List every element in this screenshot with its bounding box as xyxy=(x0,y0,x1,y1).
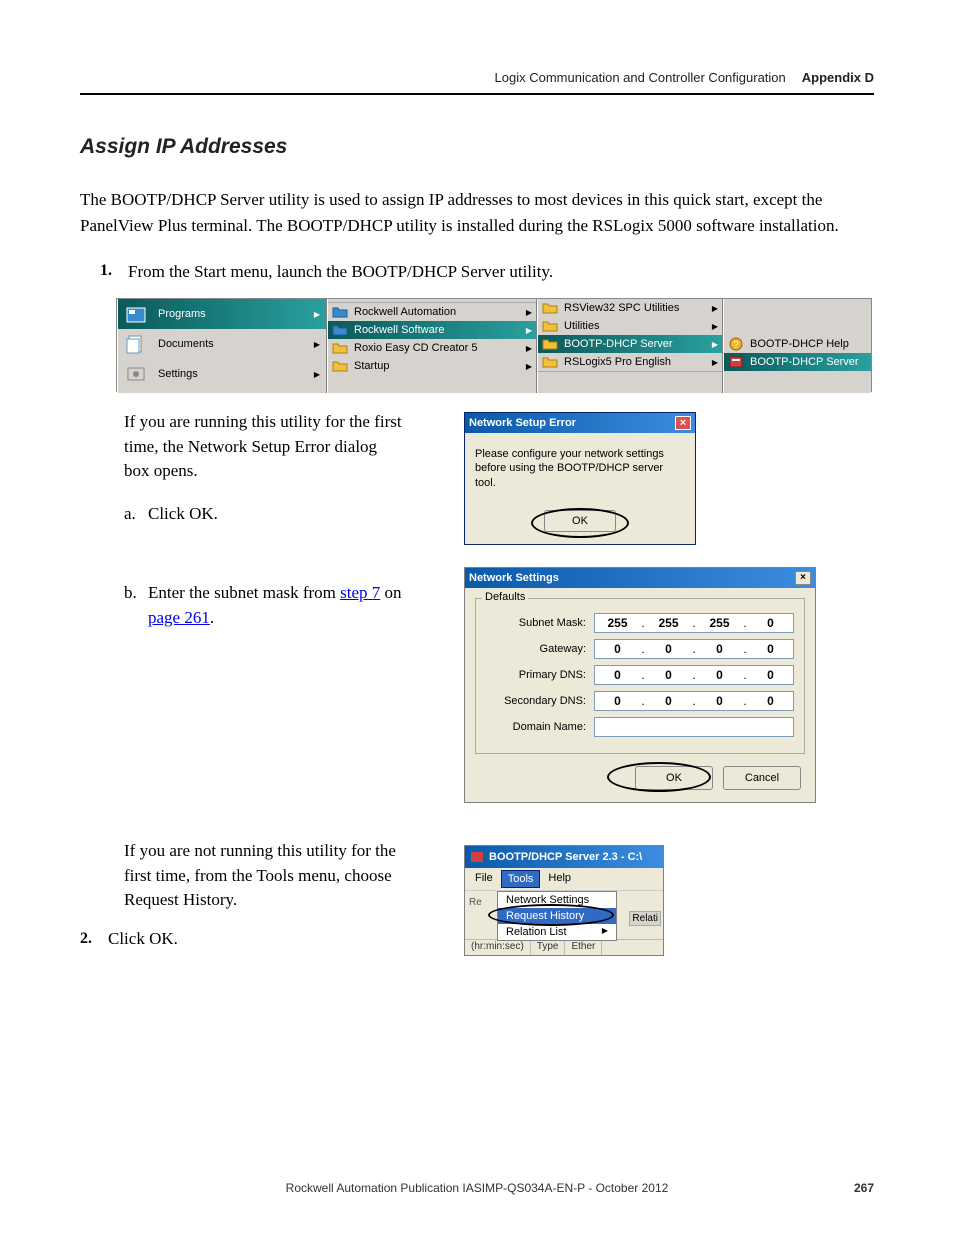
chevron-right-icon: ▶ xyxy=(526,326,532,335)
menu-bootp-dhcp-server[interactable]: BOOTP-DHCP Server ▶ xyxy=(538,335,722,353)
subnet-mask-input[interactable]: 255. 255. 255. 0 xyxy=(594,613,794,633)
ok-button[interactable]: OK xyxy=(635,766,713,790)
column-headers: (hr:min:sec) Type Ether xyxy=(465,939,663,955)
secondary-dns-label: Secondary DNS: xyxy=(486,695,594,707)
step-text: From the Start menu, launch the BOOTP/DH… xyxy=(128,262,874,282)
menu-bootp-help[interactable]: ? BOOTP-DHCP Help xyxy=(724,335,871,353)
secondary-dns-input[interactable]: 0. 0. 0. 0 xyxy=(594,691,794,711)
folder-icon xyxy=(332,340,348,356)
close-icon[interactable]: × xyxy=(675,416,691,430)
step-1: 1. From the Start menu, launch the BOOTP… xyxy=(100,262,874,282)
menubar: File Tools Help xyxy=(465,868,663,891)
dialog-body: Please configure your network settings b… xyxy=(465,433,695,502)
help-icon: ? xyxy=(728,336,744,352)
domain-name-input[interactable] xyxy=(594,717,794,737)
firsttime-paragraph: If you are running this utility for the … xyxy=(124,410,404,484)
domain-label: Domain Name: xyxy=(486,721,594,733)
menu-settings[interactable]: Settings ▶ xyxy=(118,359,326,389)
menu-utilities[interactable]: Utilities ▶ xyxy=(538,317,722,335)
fieldset-legend: Defaults xyxy=(482,591,528,603)
cancel-button[interactable]: Cancel xyxy=(723,766,801,790)
section-title: Assign IP Addresses xyxy=(80,135,874,159)
menu-bootp-server-launch[interactable]: BOOTP-DHCP Server xyxy=(724,353,871,371)
chevron-right-icon: ▶ xyxy=(314,310,320,319)
page-footer: Rockwell Automation Publication IASIMP-Q… xyxy=(80,1181,874,1195)
app-icon xyxy=(469,849,485,865)
settings-icon xyxy=(124,362,148,386)
primary-dns-label: Primary DNS: xyxy=(486,669,594,681)
menu-tools[interactable]: Tools xyxy=(501,870,541,888)
dialog-title: Network Settings xyxy=(469,572,559,584)
substep-b: b. Enter the subnet mask from step 7 on … xyxy=(124,581,404,630)
folder-icon xyxy=(332,322,348,338)
menu-rockwell-automation[interactable]: Rockwell Automation ▶ xyxy=(328,303,536,321)
menu-file[interactable]: File xyxy=(469,870,499,888)
folder-icon xyxy=(332,358,348,374)
substep-a: a. Click OK. xyxy=(124,502,404,527)
menu-request-history[interactable]: Request History xyxy=(498,908,616,924)
chevron-right-icon: ▶ xyxy=(712,322,718,331)
folder-icon xyxy=(542,318,558,334)
server-icon xyxy=(728,354,744,370)
network-setup-error-dialog: Network Setup Error × Please configure y… xyxy=(464,412,696,545)
chevron-right-icon: ▶ xyxy=(602,926,608,935)
step-text: Click OK. xyxy=(108,927,404,952)
menu-rslogix5[interactable]: RSLogix5 Pro English ▶ xyxy=(538,353,722,371)
folder-icon xyxy=(542,336,558,352)
partial-text: Relati xyxy=(629,911,661,926)
chevron-right-icon: ▶ xyxy=(712,340,718,349)
defaults-fieldset: Defaults Subnet Mask: 255. 255. 255. 0 G… xyxy=(475,598,805,754)
page-number: 267 xyxy=(854,1181,874,1195)
gateway-input[interactable]: 0. 0. 0. 0 xyxy=(594,639,794,659)
folder-icon xyxy=(542,300,558,316)
intro-paragraph: The BOOTP/DHCP Server utility is used to… xyxy=(80,187,874,238)
svg-text:?: ? xyxy=(733,340,739,351)
network-settings-dialog: Network Settings × Defaults Subnet Mask:… xyxy=(464,567,816,803)
documents-icon xyxy=(124,332,148,356)
start-menu-screenshot: Programs ▶ Documents ▶ Settings ▶ xyxy=(116,298,872,392)
chevron-right-icon: ▶ xyxy=(526,308,532,317)
tools-dropdown: Network Settings Request History Relatio… xyxy=(497,891,617,941)
chevron-right-icon: ▶ xyxy=(712,304,718,313)
page-header: Logix Communication and Controller Confi… xyxy=(80,70,874,95)
header-appendix: Appendix D xyxy=(802,70,874,85)
close-icon[interactable]: × xyxy=(795,571,811,585)
header-chapter: Logix Communication and Controller Confi… xyxy=(495,70,786,85)
publication-text: Rockwell Automation Publication IASIMP-Q… xyxy=(286,1181,596,1195)
link-step7[interactable]: step 7 xyxy=(340,583,380,602)
notfirst-paragraph: If you are not running this utility for … xyxy=(124,839,404,913)
folder-icon xyxy=(542,354,558,370)
menu-help[interactable]: Help xyxy=(542,870,577,888)
dialog-titlebar: Network Setup Error × xyxy=(465,413,695,433)
menu-documents[interactable]: Documents ▶ xyxy=(118,329,326,359)
step-number: 1. xyxy=(100,262,128,282)
subnet-label: Subnet Mask: xyxy=(486,617,594,629)
menu-rockwell-software[interactable]: Rockwell Software ▶ xyxy=(328,321,536,339)
menu-rsview[interactable]: RSView32 SPC Utilities ▶ xyxy=(538,299,722,317)
gateway-label: Gateway: xyxy=(486,643,594,655)
chevron-right-icon: ▶ xyxy=(712,358,718,367)
menu-startup[interactable]: Startup ▶ xyxy=(328,357,536,375)
menu-roxio[interactable]: Roxio Easy CD Creator 5 ▶ xyxy=(328,339,536,357)
partial-text: Re xyxy=(469,897,482,908)
programs-icon xyxy=(124,302,148,326)
primary-dns-input[interactable]: 0. 0. 0. 0 xyxy=(594,665,794,685)
publication-date: October 2012 xyxy=(596,1181,669,1195)
link-page261[interactable]: page 261 xyxy=(148,608,210,627)
step-number: 2. xyxy=(80,927,108,952)
menu-network-settings[interactable]: Network Settings xyxy=(498,892,616,908)
chevron-right-icon: ▶ xyxy=(314,370,320,379)
dialog-title: Network Setup Error xyxy=(469,417,576,429)
ok-button[interactable]: OK xyxy=(544,510,616,532)
folder-icon xyxy=(332,304,348,320)
menu-programs[interactable]: Programs ▶ xyxy=(118,299,326,329)
menu-relation-list[interactable]: Relation List ▶ xyxy=(498,924,616,940)
dialog-titlebar: Network Settings × xyxy=(465,568,815,588)
chevron-right-icon: ▶ xyxy=(526,362,532,371)
window-titlebar: BOOTP/DHCP Server 2.3 - C:\ xyxy=(465,846,663,868)
chevron-right-icon: ▶ xyxy=(526,344,532,353)
tools-menu-screenshot: BOOTP/DHCP Server 2.3 - C:\ File Tools H… xyxy=(464,845,664,956)
chevron-right-icon: ▶ xyxy=(314,340,320,349)
